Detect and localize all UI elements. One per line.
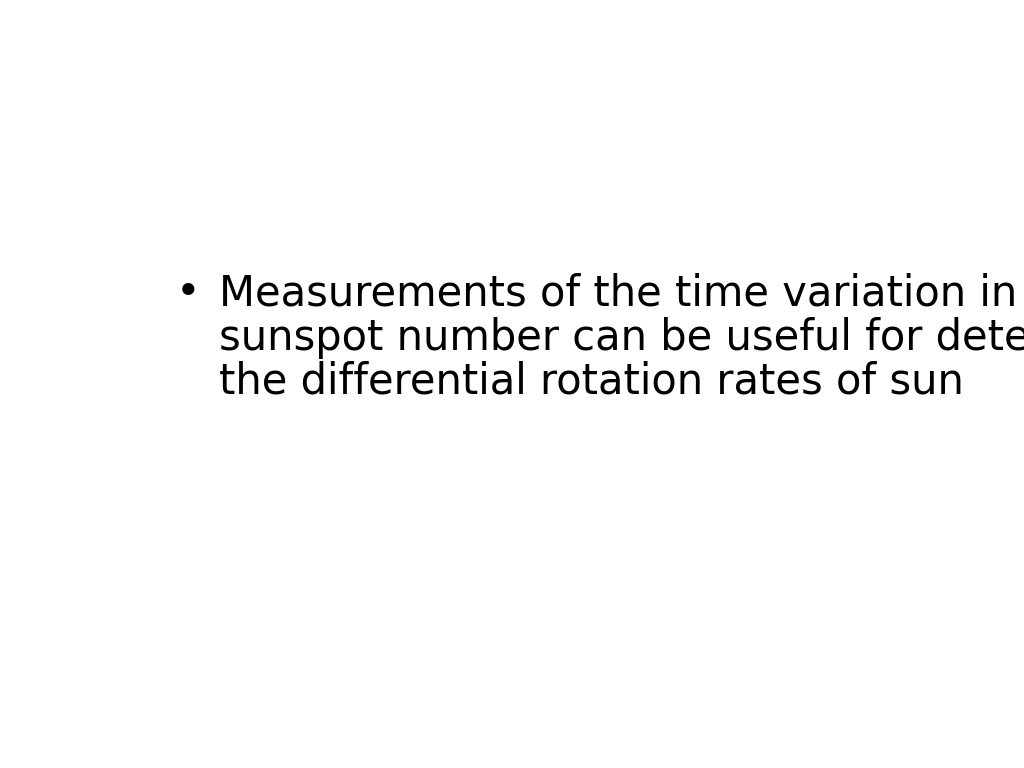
Text: •: • [176, 272, 201, 314]
Text: sunspot number can be useful for determining: sunspot number can be useful for determi… [219, 316, 1024, 359]
Text: the differential rotation rates of sun: the differential rotation rates of sun [219, 361, 965, 403]
Text: Measurements of the time variation in: Measurements of the time variation in [219, 272, 1018, 314]
